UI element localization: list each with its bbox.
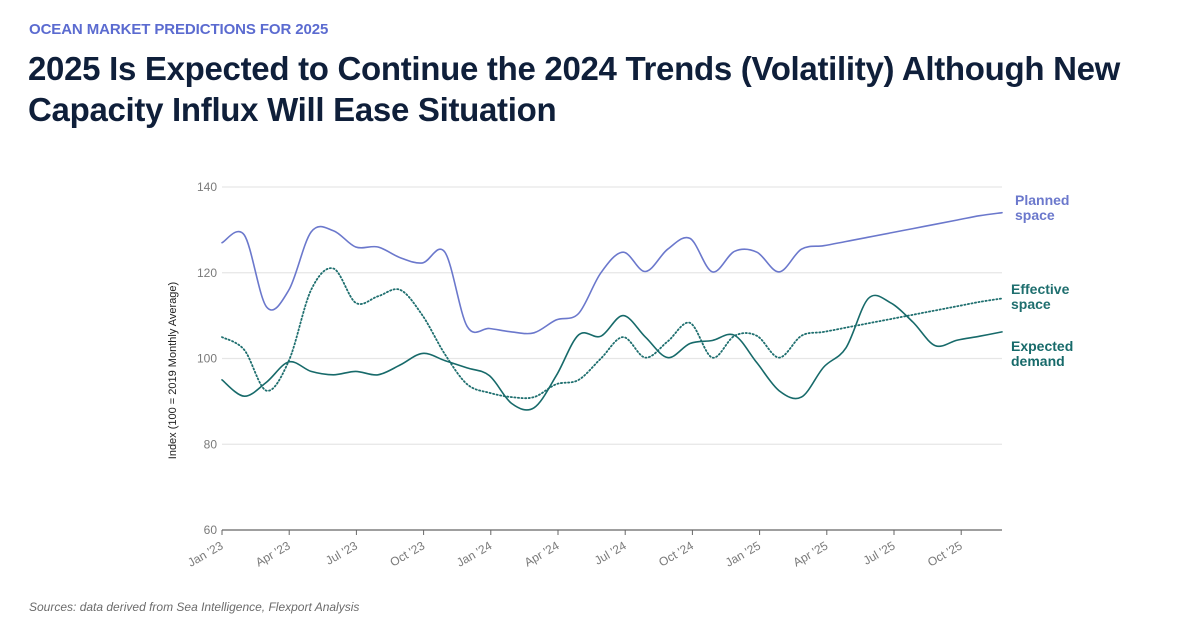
x-tick-label: Jan '25 bbox=[723, 538, 763, 569]
series-line-effective-space bbox=[221, 267, 1003, 400]
y-tick-label: 100 bbox=[197, 352, 217, 366]
x-tick-label: Apr '23 bbox=[253, 538, 293, 569]
y-tick-label: 140 bbox=[197, 180, 217, 194]
y-tick-label: 120 bbox=[197, 266, 217, 280]
x-tick-label: Jan '24 bbox=[454, 538, 494, 569]
legend-label-effective-space: Effective space bbox=[1011, 281, 1070, 312]
source-note: Sources: data derived from Sea Intellige… bbox=[29, 600, 360, 614]
x-tick-label: Oct '25 bbox=[925, 538, 965, 569]
y-tick-label: 80 bbox=[204, 437, 218, 451]
series-line-expected-demand bbox=[221, 294, 1003, 411]
x-axis-ticks: Jan '23 Apr '23 Jul '23 Oct '23 Jan '24 Apr '… bbox=[185, 530, 965, 570]
x-tick-label: Oct '24 bbox=[656, 538, 696, 569]
legend-label-expected-demand: Expected demand bbox=[1011, 338, 1073, 369]
y-axis-ticks: 60 80 100 120 140 bbox=[197, 180, 217, 537]
kicker-heading: OCEAN MARKET PREDICTIONS FOR 2025 bbox=[29, 21, 329, 38]
x-tick-label: Apr '25 bbox=[791, 538, 831, 569]
y-axis-label: Index (100 = 2019 Monthly Average) bbox=[167, 282, 179, 459]
x-tick-label: Jan '23 bbox=[185, 538, 225, 569]
x-tick-label: Apr '24 bbox=[522, 538, 562, 569]
line-chart: 60 80 100 120 140 Jan '23 Apr '23 Jul '23 Oct '… bbox=[167, 180, 1073, 570]
x-tick-label: Oct '23 bbox=[388, 538, 428, 569]
series-lines bbox=[221, 211, 1003, 411]
y-tick-label: 60 bbox=[204, 523, 218, 537]
page-title: 2025 Is Expected to Continue the 2024 Tr… bbox=[28, 50, 1121, 128]
x-tick-label: Jul '24 bbox=[592, 538, 629, 567]
gridlines bbox=[222, 186, 1002, 445]
series-line-planned-space bbox=[221, 211, 1003, 335]
x-tick-label: Jul '25 bbox=[861, 538, 898, 567]
x-tick-label: Jul '23 bbox=[323, 538, 360, 567]
legend: Planned space Effective space Expected demand bbox=[1011, 192, 1073, 369]
legend-label-planned-space: Planned space bbox=[1015, 192, 1069, 223]
